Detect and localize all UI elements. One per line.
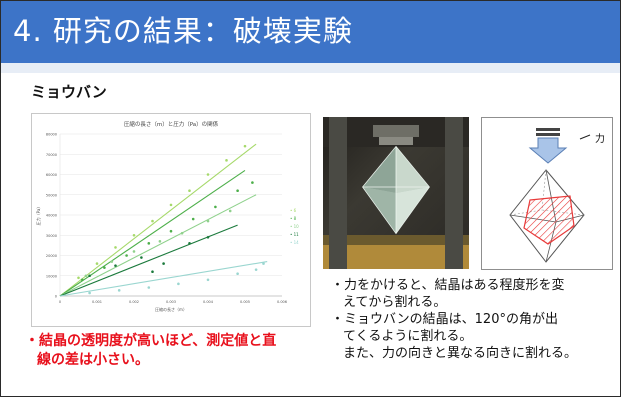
data-point bbox=[236, 189, 239, 192]
data-point bbox=[206, 278, 210, 282]
data-point bbox=[77, 276, 80, 280]
y-tick-label: 0 bbox=[55, 295, 57, 299]
y-tick-label: 10000 bbox=[46, 274, 57, 278]
data-point bbox=[84, 274, 88, 278]
data-point bbox=[114, 246, 117, 249]
data-point bbox=[140, 256, 143, 259]
result-description: ・力をかけると、結晶はある程度形を変 えてから割れる。 ・ミョウバンの結晶は、1… bbox=[331, 277, 619, 362]
data-point bbox=[169, 229, 173, 233]
force-diagram: 力 bbox=[481, 117, 613, 270]
data-point bbox=[262, 262, 265, 265]
data-point bbox=[180, 231, 184, 235]
data-point bbox=[225, 159, 228, 162]
conclusion-line: 線の差は小さい。 bbox=[37, 352, 149, 368]
data-point bbox=[254, 268, 258, 271]
data-point bbox=[162, 262, 165, 265]
data-point bbox=[80, 278, 84, 282]
y-tick-label: 70000 bbox=[46, 153, 57, 157]
data-point bbox=[158, 240, 162, 243]
data-point bbox=[214, 205, 217, 209]
scatter-chart: 0 10000 20000 30000 40000 50000 60000 70000 8000… bbox=[31, 113, 311, 327]
x-tick-label: 0.004 bbox=[203, 300, 214, 304]
slide-title: 4. 研究の結果：破壊実験 bbox=[13, 14, 353, 48]
legend-entry: • 8 bbox=[290, 216, 297, 221]
x-tick-label: 0.005 bbox=[240, 300, 250, 304]
trend-line bbox=[59, 143, 257, 297]
data-point bbox=[117, 289, 121, 292]
legend-entry: • 6 bbox=[290, 208, 297, 213]
desc-line: てくるように割れる。 bbox=[343, 329, 473, 344]
data-point bbox=[132, 250, 136, 253]
y-tick-label: 50000 bbox=[46, 193, 57, 197]
trend-line bbox=[59, 169, 246, 297]
data-point bbox=[132, 233, 136, 237]
y-tick-label: 60000 bbox=[46, 173, 57, 177]
desc-line: ・力をかけると、結晶はある程度形を変 bbox=[331, 278, 565, 293]
crystal-photo bbox=[323, 117, 469, 269]
data-point bbox=[147, 242, 151, 245]
desc-line: えてから割れる。 bbox=[343, 295, 447, 310]
y-tick-label: 20000 bbox=[46, 254, 57, 258]
title-band bbox=[1, 63, 620, 73]
desc-line: ・ミョウバンの結晶は、120°の角が出 bbox=[331, 312, 558, 327]
data-point bbox=[103, 266, 106, 269]
legend-entry: • 14 bbox=[290, 240, 299, 245]
data-point bbox=[95, 262, 99, 265]
y-axis-label: 圧力（Pa） bbox=[35, 205, 41, 226]
data-point bbox=[236, 272, 239, 276]
data-point bbox=[251, 181, 254, 184]
data-point bbox=[151, 219, 154, 223]
data-point bbox=[206, 173, 210, 176]
crystal-image bbox=[323, 117, 469, 269]
legend-entry: • 11 bbox=[290, 232, 299, 237]
chart-title: 圧縮の長さ（m）と圧力（Pa）の関係 bbox=[124, 120, 219, 128]
y-tick-label: 80000 bbox=[46, 133, 57, 137]
data-point bbox=[114, 264, 117, 267]
octahedron-diagram bbox=[509, 128, 591, 263]
data-point bbox=[228, 209, 232, 213]
data-point bbox=[125, 254, 128, 257]
conclusion-line: ・結晶の透明度が高いほど、測定値と直 bbox=[25, 333, 277, 349]
data-point bbox=[188, 242, 191, 245]
data-point bbox=[169, 203, 173, 207]
data-point bbox=[188, 189, 191, 192]
data-point bbox=[177, 282, 180, 286]
y-tick-label: 40000 bbox=[46, 214, 57, 218]
x-tick-label: 0.003 bbox=[166, 300, 176, 304]
chart-svg: 0 10000 20000 30000 40000 50000 60000 70000 8000… bbox=[35, 120, 299, 312]
desc-line: また、力の向きと異なる向きに割れる。 bbox=[343, 346, 578, 361]
data-point bbox=[206, 219, 210, 223]
section-heading: ミョウバン bbox=[31, 83, 107, 101]
data-point bbox=[147, 286, 151, 289]
x-tick-label: 0 bbox=[59, 300, 61, 304]
title-bar: 4. 研究の結果：破壊実験 bbox=[1, 1, 620, 63]
data-point bbox=[88, 291, 91, 295]
data-point bbox=[110, 260, 114, 263]
y-tick-label: 30000 bbox=[46, 234, 57, 238]
trend-line bbox=[59, 194, 257, 297]
force-label: 力 bbox=[595, 134, 605, 145]
x-tick-label: 0.002 bbox=[129, 300, 139, 304]
data-point bbox=[206, 235, 210, 239]
conclusion-text: ・結晶の透明度が高いほど、測定値と直 線の差は小さい。 bbox=[25, 332, 325, 370]
data-point bbox=[88, 274, 91, 278]
data-point bbox=[151, 270, 154, 273]
data-point bbox=[243, 144, 247, 148]
x-tick-label: 0.001 bbox=[92, 300, 102, 304]
x-tick-label: 0.006 bbox=[277, 300, 287, 304]
data-point bbox=[191, 217, 195, 221]
legend-entry: • 10 bbox=[290, 224, 299, 229]
x-axis-label: 圧縮の長さ（m） bbox=[155, 306, 187, 312]
trend-line bbox=[59, 261, 268, 297]
